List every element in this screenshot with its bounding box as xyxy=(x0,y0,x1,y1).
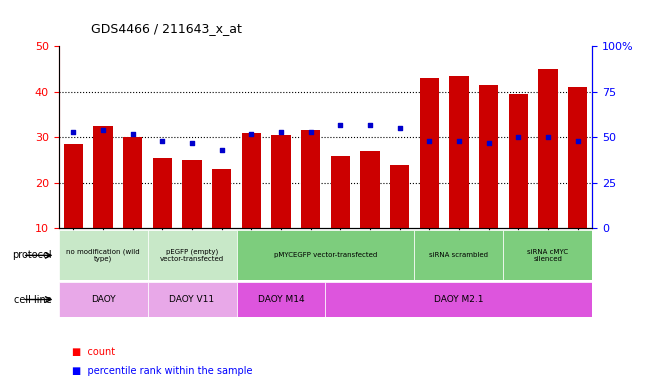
Bar xyxy=(568,87,587,228)
Bar xyxy=(153,158,172,228)
Bar xyxy=(59,230,148,280)
Bar xyxy=(236,282,326,317)
Bar xyxy=(390,165,409,228)
Text: DAOY M2.1: DAOY M2.1 xyxy=(434,295,484,304)
Bar xyxy=(59,282,148,317)
Point xyxy=(572,138,583,144)
Bar xyxy=(449,76,469,228)
Point xyxy=(217,147,227,153)
Point xyxy=(484,140,494,146)
Bar xyxy=(331,156,350,228)
Point xyxy=(335,121,346,127)
Text: pEGFP (empty)
vector-transfected: pEGFP (empty) vector-transfected xyxy=(160,248,224,262)
Bar xyxy=(148,230,236,280)
Text: cell line: cell line xyxy=(14,295,52,305)
Point xyxy=(395,125,405,131)
Point xyxy=(68,129,79,135)
Bar xyxy=(182,160,202,228)
Bar xyxy=(508,94,528,228)
Text: DAOY V11: DAOY V11 xyxy=(169,295,215,304)
Point xyxy=(424,138,434,144)
Bar xyxy=(94,126,113,228)
Text: GDS4466 / 211643_x_at: GDS4466 / 211643_x_at xyxy=(91,22,242,35)
Text: siRNA cMYC
silenced: siRNA cMYC silenced xyxy=(527,249,568,262)
Bar xyxy=(503,230,592,280)
Point xyxy=(513,134,523,140)
Bar xyxy=(479,85,498,228)
Point xyxy=(157,138,167,144)
Bar xyxy=(301,131,320,228)
Bar xyxy=(361,151,380,228)
Point xyxy=(128,131,138,137)
Text: DAOY M14: DAOY M14 xyxy=(258,295,304,304)
Point xyxy=(246,131,256,137)
Bar xyxy=(415,230,503,280)
Bar xyxy=(538,69,557,228)
Point xyxy=(276,129,286,135)
Point xyxy=(98,127,108,133)
Text: ■  count: ■ count xyxy=(72,347,115,357)
Bar xyxy=(420,78,439,228)
Text: protocol: protocol xyxy=(12,250,52,260)
Point xyxy=(305,129,316,135)
Bar xyxy=(212,169,231,228)
Point xyxy=(454,138,464,144)
Point xyxy=(543,134,553,140)
Text: pMYCEGFP vector-transfected: pMYCEGFP vector-transfected xyxy=(274,252,377,258)
Text: ■  percentile rank within the sample: ■ percentile rank within the sample xyxy=(72,366,252,376)
Bar xyxy=(64,144,83,228)
Bar xyxy=(148,282,236,317)
Bar xyxy=(326,282,592,317)
Bar xyxy=(271,135,290,228)
Bar xyxy=(236,230,415,280)
Text: siRNA scrambled: siRNA scrambled xyxy=(430,252,488,258)
Bar xyxy=(123,137,143,228)
Point xyxy=(365,121,375,127)
Bar xyxy=(242,133,261,228)
Text: no modification (wild
type): no modification (wild type) xyxy=(66,248,140,262)
Point xyxy=(187,140,197,146)
Text: DAOY: DAOY xyxy=(90,295,115,304)
